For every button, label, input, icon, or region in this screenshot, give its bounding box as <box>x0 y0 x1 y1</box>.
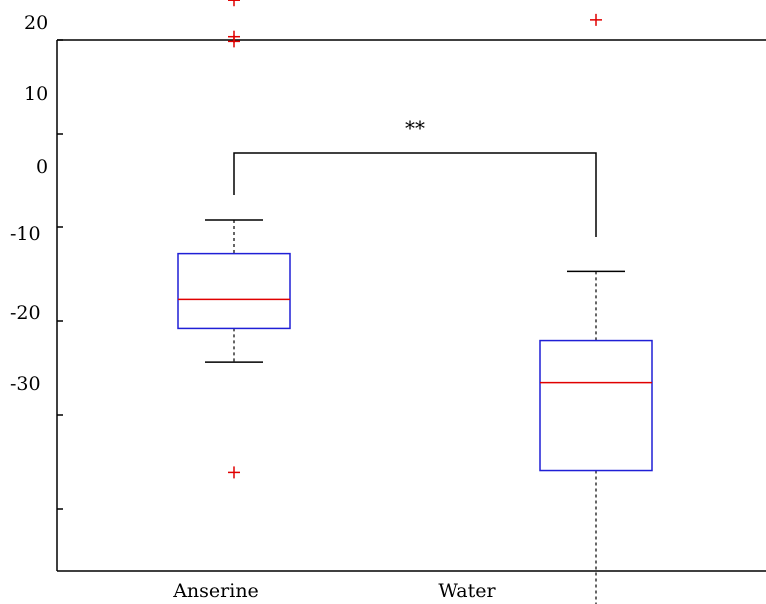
outlier-marker <box>228 0 240 7</box>
outlier-marker <box>590 13 602 26</box>
iqr-box <box>177 252 291 330</box>
y-tick-label: 20 <box>24 12 48 34</box>
outlier-marker <box>228 35 240 48</box>
box-water <box>539 270 653 604</box>
y-tick-label: 10 <box>24 83 48 105</box>
significance-label: ** <box>405 116 425 140</box>
significance-bracket <box>233 152 597 237</box>
x-category-label: Anserine <box>172 580 259 602</box>
y-tick-label: -20 <box>10 302 41 324</box>
y-tick-label: 0 <box>36 156 48 178</box>
box-anserine <box>177 219 291 363</box>
y-tick-label: -30 <box>10 373 41 395</box>
iqr-box <box>539 339 653 472</box>
outlier-marker <box>228 466 240 479</box>
y-tick-label: -10 <box>10 223 41 245</box>
x-category-label: Water <box>438 580 496 602</box>
